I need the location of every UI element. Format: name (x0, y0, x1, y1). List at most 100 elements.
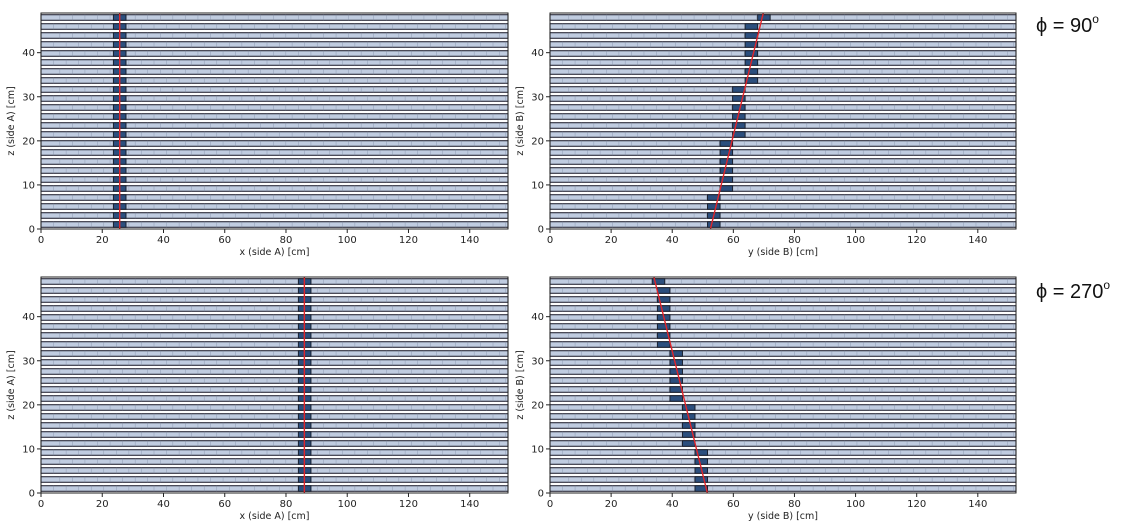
bar-layer (40, 77, 509, 84)
hit-bar (651, 278, 666, 285)
bar-layer (40, 422, 509, 429)
y-tick-label: 0 (29, 225, 35, 236)
bar-layer (549, 359, 1017, 366)
phi-90-text: ϕ = 90 (1036, 15, 1093, 37)
reconstructed-track-line (653, 276, 709, 494)
bar-layer (40, 176, 509, 183)
y-tick-label: 10 (531, 180, 544, 191)
bar-layer (549, 41, 1017, 48)
y-tick-label: 40 (22, 48, 35, 59)
bar-layer (549, 176, 1017, 183)
hit-bar (681, 431, 696, 438)
x-tick-label: 120 (907, 235, 926, 246)
bar-layer (40, 212, 509, 219)
bar-layer (549, 14, 1017, 21)
y-tick-label: 10 (22, 444, 35, 455)
x-tick-label: 20 (605, 235, 618, 246)
hit-bar (732, 104, 746, 111)
bar-layer (40, 113, 509, 120)
bar-layer (549, 458, 1017, 465)
y-tick-label: 0 (538, 489, 544, 500)
hit-bar (656, 305, 671, 312)
bar-segment-dividers (53, 278, 506, 492)
bar-layer (40, 440, 509, 447)
plot-frame (549, 276, 1017, 494)
degree-symbol: o (1092, 12, 1099, 26)
bar-segment-dividers (562, 278, 1014, 492)
bar-layer (549, 194, 1017, 201)
x-tick-label: 100 (338, 499, 357, 510)
x-tick-label: 60 (727, 499, 740, 510)
x-tick-label: 0 (38, 499, 44, 510)
hit-bar (669, 377, 683, 384)
bar-layer (40, 341, 509, 348)
hit-bar (707, 203, 721, 210)
y-tick-label: 20 (531, 136, 544, 147)
x-tick-label: 60 (218, 235, 231, 246)
bar-layer (549, 287, 1017, 294)
bar-layer (40, 386, 509, 393)
y-tick-label: 10 (22, 180, 35, 191)
bar-layer (40, 104, 509, 111)
bar-layer (40, 32, 509, 39)
bar-layer (549, 404, 1017, 411)
bar-layer (40, 14, 509, 21)
x-tick-label: 20 (96, 235, 109, 246)
x-tick-label: 120 (399, 499, 418, 510)
phi-270-text: ϕ = 270 (1036, 281, 1104, 303)
bar-layer (40, 86, 509, 93)
y-tick-label: 20 (22, 400, 35, 411)
phi-90-label: ϕ = 90o (1036, 12, 1099, 38)
x-tick-label: 40 (157, 499, 170, 510)
y-tick-label: 30 (22, 92, 35, 103)
hit-bar (719, 185, 734, 192)
hit-bar (744, 68, 759, 75)
y-tick-label: 20 (22, 136, 35, 147)
hit-bar (694, 485, 709, 492)
bar-layer (549, 314, 1017, 321)
bar-layer (40, 122, 509, 129)
bar-layer (40, 431, 509, 438)
x-tick-label: 80 (280, 499, 293, 510)
bar-layer (40, 485, 509, 492)
bar-layer (40, 23, 509, 30)
bar-layer (40, 332, 509, 339)
bar-layer (40, 50, 509, 57)
bar-layer (40, 158, 509, 165)
bar-layer (549, 185, 1017, 192)
bar-layer (549, 50, 1017, 57)
bar-layer (549, 368, 1017, 375)
hit-bar (656, 296, 671, 303)
y-tick-label: 40 (22, 312, 35, 323)
hit-bar (744, 50, 759, 57)
bar-layer (549, 122, 1017, 129)
bar-layer (549, 278, 1017, 285)
hit-bar (719, 149, 734, 156)
bar-layer (40, 296, 509, 303)
bar-layer (549, 395, 1017, 402)
bar-layer (549, 77, 1017, 84)
x-tick-label: 140 (968, 499, 987, 510)
x-tick-label: 0 (547, 235, 553, 246)
bar-layer (549, 440, 1017, 447)
x-axis-label: x (side A) [cm] (240, 247, 310, 258)
x-tick-label: 80 (280, 235, 293, 246)
x-tick-label: 0 (547, 499, 553, 510)
y-axis-label: z (side B) [cm] (515, 86, 526, 155)
bar-layer (549, 158, 1017, 165)
hit-bar (732, 131, 746, 138)
x-tick-label: 120 (399, 235, 418, 246)
bar-layer (40, 377, 509, 384)
x-tick-label: 80 (788, 499, 801, 510)
bar-layer (40, 368, 509, 375)
chart-panel-3: 0 20 40 60 80 100 120 140 0 10 20 30 40 x (side A) [c… (6, 276, 509, 522)
bar-layer (549, 341, 1017, 348)
y-tick-label: 40 (531, 312, 544, 323)
hit-bar (707, 194, 721, 201)
y-axis-label: z (side A) [cm] (6, 86, 17, 155)
bar-layer (40, 194, 509, 201)
bar-layer (549, 203, 1017, 210)
hit-bar (656, 341, 671, 348)
bar-layer (40, 476, 509, 483)
bar-layer (40, 395, 509, 402)
